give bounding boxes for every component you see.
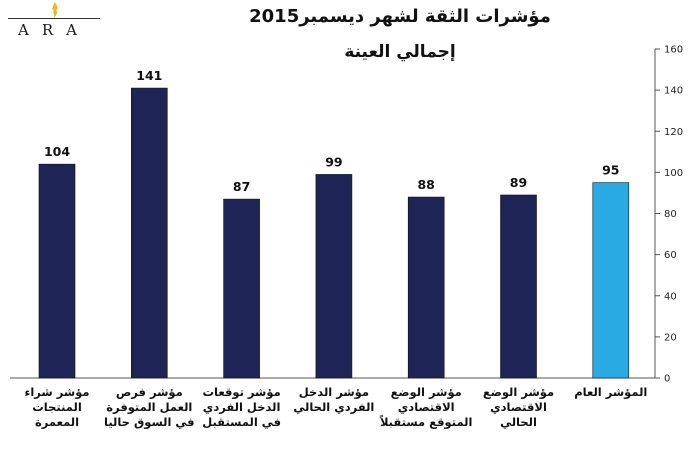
bar-value-label: 87	[233, 179, 250, 194]
category-label: مؤشر شراء المنتجات المعمرة	[24, 385, 90, 429]
category-label: مؤشر الوضع الاقتصادي المتوقع مستقبلاً	[379, 385, 473, 429]
chart-subtitle: إجمالي العينة	[344, 42, 456, 62]
bar-value-label: 88	[417, 177, 434, 192]
bar	[38, 163, 76, 379]
bar-value-label: 95	[602, 163, 619, 178]
bar	[131, 87, 168, 379]
bar	[592, 182, 630, 379]
chart-title: مؤشرات الثقة لشهر ديسمبر2015	[249, 6, 551, 27]
ara-logo: ARA	[6, 2, 102, 40]
bar	[315, 174, 353, 379]
y-tick-label: 120	[664, 127, 683, 138]
y-tick-label: 40	[664, 291, 677, 302]
y-tick-label: 140	[664, 86, 683, 97]
category-label: مؤشر الوضع الاقتصادي الحالي	[482, 385, 555, 429]
bar	[407, 196, 445, 379]
bar-value-label: 141	[136, 68, 162, 83]
y-tick-label: 60	[664, 250, 677, 261]
bar-value-label: 104	[44, 144, 70, 159]
y-tick-label: 80	[664, 209, 677, 220]
y-tick-label: 100	[664, 168, 683, 179]
category-label: مؤشر الدخل الفردي الحالي	[293, 385, 375, 414]
logo-divider	[8, 18, 100, 19]
bar	[500, 194, 537, 379]
bar-value-label: 99	[325, 154, 342, 169]
logo-text: ARA	[18, 21, 90, 39]
category-label: مؤشر توقعات الدخل الفردي في المستقبل	[202, 385, 281, 429]
category-label: مؤشر فرص العمل المتوفرة في السوق حاليا	[104, 385, 195, 429]
y-tick-label: 0	[664, 374, 670, 385]
y-tick-label: 20	[664, 332, 677, 343]
bar-value-label: 89	[510, 175, 527, 190]
bar	[223, 198, 260, 379]
category-label: المؤشر العام	[574, 385, 648, 399]
y-tick-label: 160	[664, 45, 683, 56]
flame-icon	[52, 2, 58, 18]
